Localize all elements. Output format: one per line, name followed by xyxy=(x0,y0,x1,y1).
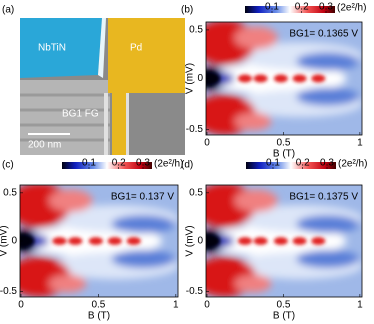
streak xyxy=(237,237,253,245)
blob xyxy=(296,87,359,106)
colorbar-tick-label: 0.2 xyxy=(295,2,309,13)
y-axis-label: V (mV) xyxy=(185,225,196,256)
x-axis-label: B (T) xyxy=(273,311,295,322)
streak xyxy=(126,237,141,245)
colorbar-tick-label: 0.1 xyxy=(82,158,96,169)
blob xyxy=(111,249,175,268)
colorbar-tick-label: 0.2 xyxy=(112,158,126,169)
conductance-map: 0.1 0.2 0.3 (2e²/h)(d)BG1= 0.1375 V0.50-0.5… xyxy=(181,158,367,322)
colorbar-tick-label: 0.3 xyxy=(136,158,150,169)
y-tick-label: 0 xyxy=(11,236,17,247)
nbtin-label: NbTiN xyxy=(38,43,66,54)
streak xyxy=(292,237,307,245)
y-tick-label: -0.5 xyxy=(186,124,204,135)
pd-label: Pd xyxy=(130,43,142,54)
streak xyxy=(68,237,83,245)
y-tick-label: 0.5 xyxy=(3,187,17,198)
heatmap-blobs xyxy=(20,185,178,297)
core xyxy=(206,234,221,248)
colorbar-unit: (2e²/h) xyxy=(154,159,183,170)
blob xyxy=(29,235,49,247)
colorbar xyxy=(245,6,335,13)
streak xyxy=(52,237,67,245)
streak xyxy=(311,237,326,245)
panel-label: (c) xyxy=(2,160,14,171)
streak xyxy=(273,74,288,83)
streak xyxy=(253,74,268,83)
blob xyxy=(48,274,87,293)
x-tick-label: 0.5 xyxy=(91,300,105,311)
x-axis-label: B (T) xyxy=(273,149,295,160)
blob xyxy=(48,189,93,212)
annotation: BG1= 0.1375 V xyxy=(289,192,358,203)
x-axis-label: B (T) xyxy=(88,311,110,322)
heatmap-streaks xyxy=(206,71,326,86)
streak xyxy=(253,237,268,245)
sem-image: (a) NbTiN Pd BG1 FG 200 nm xyxy=(2,5,185,155)
heatmap-streaks xyxy=(206,234,326,248)
colorbar-tick-label: 0.3 xyxy=(319,2,333,13)
x-tick-label: 0 xyxy=(204,138,210,149)
heatmap xyxy=(206,22,362,135)
colorbar-unit: (2e²/h) xyxy=(337,3,366,14)
streak xyxy=(273,237,288,245)
streak xyxy=(292,74,307,83)
y-axis-label: V (mV) xyxy=(0,225,10,256)
blob xyxy=(234,274,272,293)
blob xyxy=(234,189,278,212)
colorbar xyxy=(62,162,152,169)
streak xyxy=(311,74,326,83)
x-tick-label: 0 xyxy=(204,300,210,311)
streak xyxy=(107,237,122,245)
colorbar-unit: (2e²/h) xyxy=(338,159,367,170)
colorbar-tick-label: 0.1 xyxy=(265,2,279,13)
x-tick-label: 1 xyxy=(357,138,363,149)
panel-label: (d) xyxy=(181,160,193,171)
core xyxy=(20,234,35,248)
x-tick-label: 0.5 xyxy=(276,138,290,149)
heatmap xyxy=(20,185,178,297)
x-tick-label: 0 xyxy=(18,300,24,311)
x-tick-label: 1 xyxy=(173,300,179,311)
blob xyxy=(111,215,175,234)
colorbar-tick-label: 0.3 xyxy=(320,158,334,169)
streak xyxy=(88,237,103,245)
annotation: BG1= 0.137 V xyxy=(111,192,174,203)
conductance-map: 0.1 0.2 0.3 (2e²/h)(b)BG1= 0.1365 V0.50-0.5… xyxy=(181,2,366,160)
conductance-map: 0.10.20.3(2e²/h)(c)BG1= 0.137 V0.50-0.5V… xyxy=(0,158,183,322)
blob xyxy=(234,26,278,50)
blob xyxy=(296,215,359,234)
y-axis-label: V (mV) xyxy=(185,63,196,94)
gate-label: BG1 FG xyxy=(62,109,99,120)
y-tick-label: 0.5 xyxy=(189,187,203,198)
x-tick-label: 1 xyxy=(357,300,363,311)
streak xyxy=(237,74,253,83)
panel-label: (a) xyxy=(2,5,14,16)
annotation: BG1= 0.1365 V xyxy=(289,29,358,40)
panel-label: (b) xyxy=(181,5,193,16)
x-tick-label: 0.5 xyxy=(276,300,290,311)
blob xyxy=(215,72,235,85)
colorbar xyxy=(246,162,336,169)
colorbar-tick-label: 0.2 xyxy=(296,158,310,169)
y-tick-label: -0.5 xyxy=(0,286,17,297)
scale-label: 200 nm xyxy=(28,140,61,151)
colorbar-tick-label: 0.1 xyxy=(266,158,280,169)
y-tick-label: 0 xyxy=(197,73,203,84)
core xyxy=(206,71,221,86)
blob xyxy=(296,52,359,71)
heatmap-streaks xyxy=(20,234,141,248)
blob xyxy=(296,249,359,268)
heatmap xyxy=(206,185,362,297)
y-tick-label: -0.5 xyxy=(186,286,204,297)
blob xyxy=(234,112,272,131)
y-tick-label: 0 xyxy=(197,236,203,247)
blob xyxy=(215,235,235,247)
y-tick-label: 0.5 xyxy=(189,25,203,36)
